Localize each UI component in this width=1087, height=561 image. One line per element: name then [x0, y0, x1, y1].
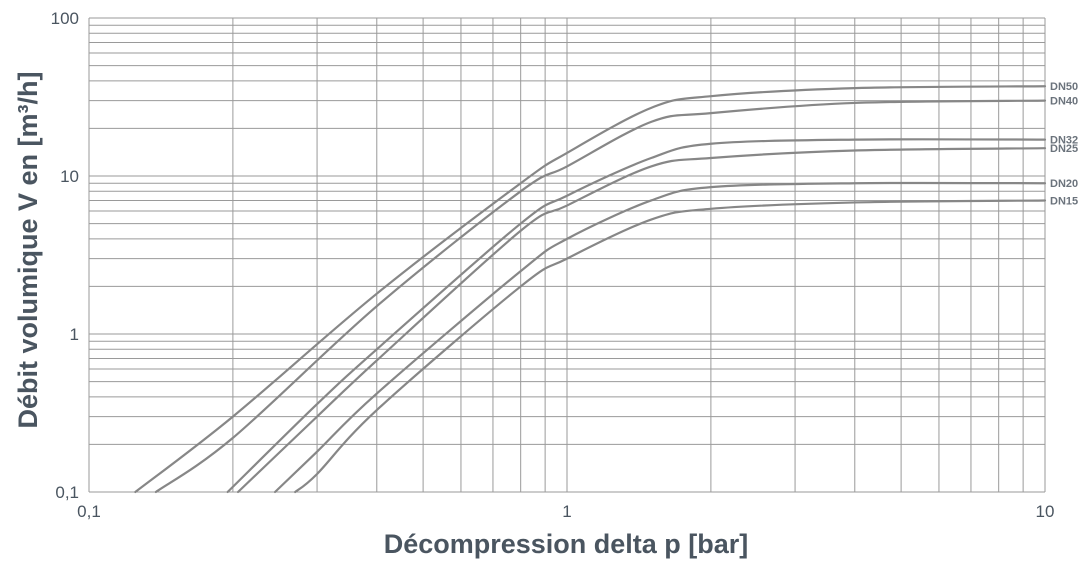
- series-label-dn25: DN25: [1050, 143, 1078, 155]
- series-line-dn15: [294, 199, 1047, 494]
- series-label-dn40: DN40: [1050, 96, 1078, 108]
- series-lines: [134, 85, 1047, 494]
- series-label-dn32: DN32: [1050, 135, 1078, 147]
- y-tick-label: 100: [51, 9, 79, 28]
- x-tick-label: 1: [562, 502, 571, 521]
- series-line-dn32: [226, 138, 1047, 494]
- series-line-dn50: [134, 85, 1047, 494]
- series-line-dn20: [273, 181, 1047, 494]
- x-axis-label: Décompression delta p [bar]: [384, 529, 749, 559]
- series-label-dn20: DN20: [1050, 178, 1078, 190]
- series-line-dn40: [154, 99, 1047, 494]
- x-tick-label: 0,1: [77, 502, 101, 521]
- x-tick-label: 10: [1036, 502, 1055, 521]
- tick-labels: 0,1 1 10 0,1 1 10 100: [51, 9, 1055, 521]
- y-axis-label: Débit volumique V en [m³/h]: [13, 71, 43, 428]
- y-tick-label: 10: [60, 167, 79, 186]
- series-line-dn25: [236, 147, 1047, 494]
- series-label-dn50: DN50: [1050, 81, 1078, 93]
- grid: [88, 17, 1046, 493]
- y-tick-label: 0,1: [55, 483, 79, 502]
- series-label-dn15: DN15: [1050, 195, 1078, 207]
- y-tick-label: 1: [70, 325, 79, 344]
